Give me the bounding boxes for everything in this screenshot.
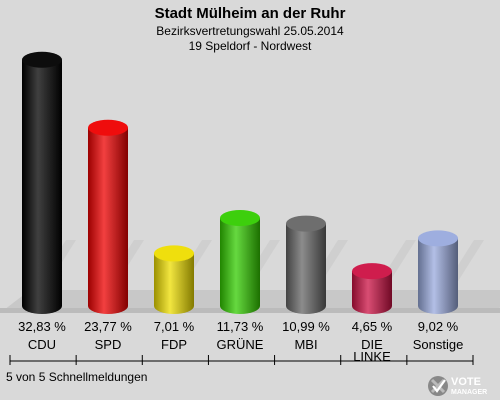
category-label: SPD (95, 337, 122, 352)
value-label: 4,65 % (352, 319, 393, 334)
category-label: LINKE (353, 349, 391, 364)
value-label: 7,01 % (154, 319, 195, 334)
bar-grüne (220, 210, 260, 314)
category-label: Sonstige (413, 337, 464, 352)
footer-note: 5 von 5 Schnellmeldungen (6, 370, 147, 384)
value-label: 11,73 % (217, 319, 264, 334)
value-label: 32,83 % (18, 319, 66, 334)
bar-fdp (154, 245, 194, 314)
logo-text-vote: VOTE (451, 376, 481, 388)
logo-text-manager: MANAGER (451, 389, 487, 396)
category-label: DIE (361, 337, 383, 352)
value-label: 10,99 % (282, 319, 330, 334)
category-label: GRÜNE (217, 337, 264, 352)
bar-spd (88, 119, 128, 314)
category-label: MBI (294, 337, 317, 352)
check-icon (428, 376, 448, 396)
value-labels: 32,83 % 23,77 % 7,01 % 11,73 % 10,99 % 4,65 %… (18, 319, 459, 334)
bar-mbi (286, 215, 326, 314)
bar-sonstige (418, 230, 458, 314)
category-label: FDP (161, 337, 187, 352)
bar-die-linke (352, 263, 392, 314)
value-label: 9,02 % (418, 319, 459, 334)
chart-subtitle-date: Bezirksvertretungswahl 25.05.2014 (156, 24, 344, 38)
chart-subtitle-district: 19 Speldorf - Nordwest (189, 39, 312, 53)
vote-manager-logo: VOTE MANAGER (428, 376, 487, 396)
category-label: CDU (28, 337, 56, 352)
bar-cdu (22, 51, 62, 315)
bars (22, 51, 458, 315)
value-label: 23,77 % (84, 319, 132, 334)
chart-title: Stadt Mülheim an der Ruhr (155, 5, 346, 22)
